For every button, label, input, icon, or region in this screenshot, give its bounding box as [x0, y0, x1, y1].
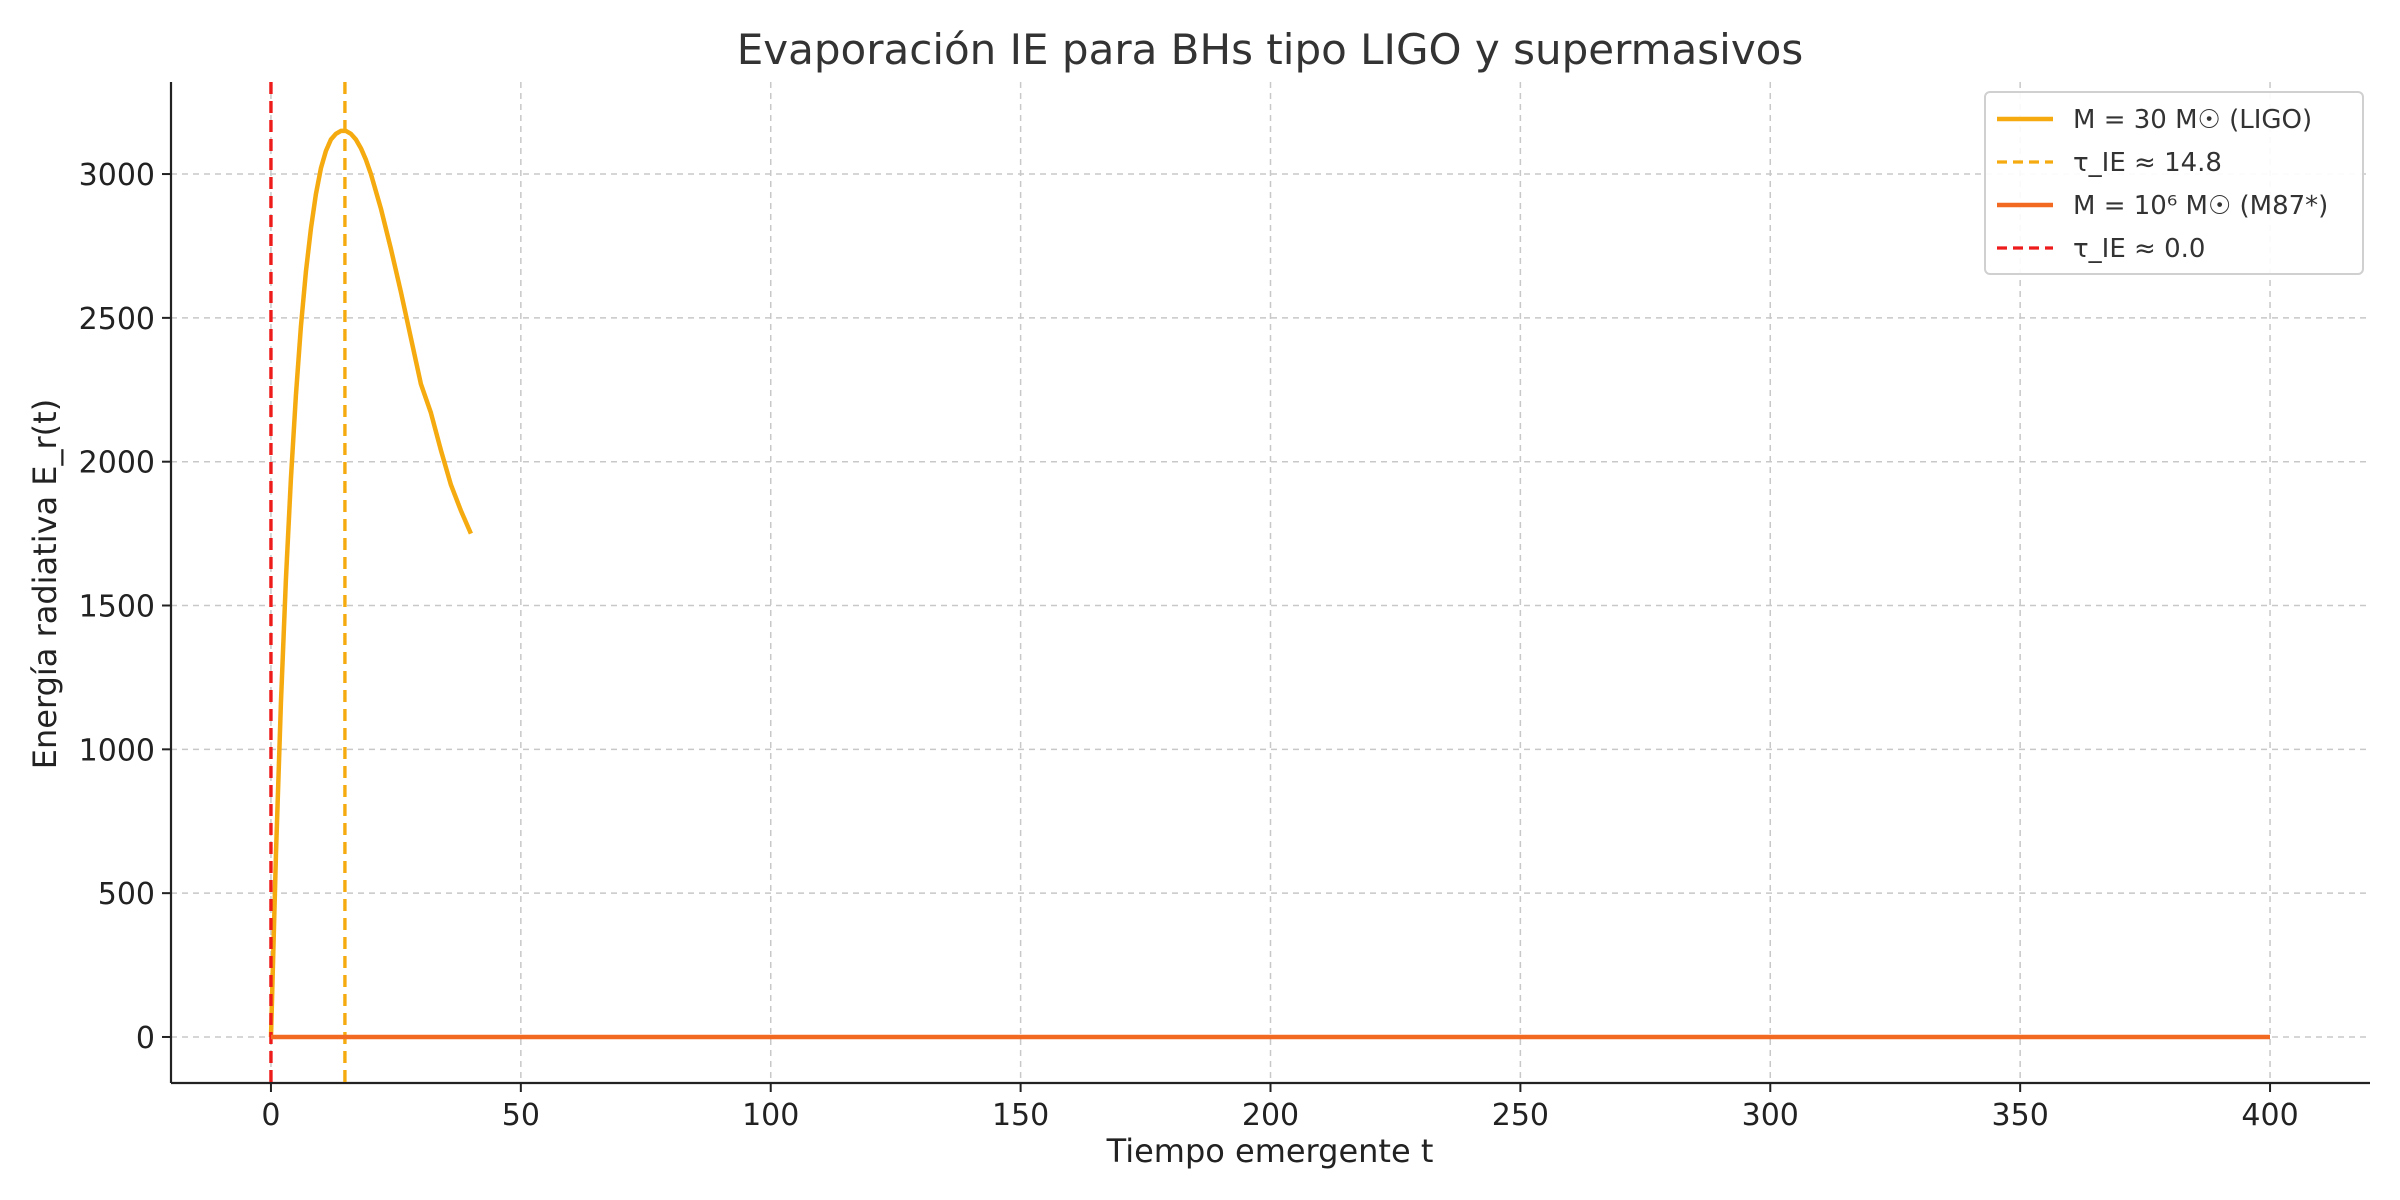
legend-label: M = 10⁶ M☉ (M87*) — [2073, 191, 2328, 221]
y-tick-label: 1000 — [79, 733, 155, 768]
y-tick-label: 2500 — [79, 302, 155, 337]
x-tick-label: 150 — [992, 1098, 1049, 1133]
chart-title: Evaporación IE para BHs tipo LIGO y supe… — [737, 25, 1804, 74]
x-tick-label: 200 — [1242, 1098, 1299, 1133]
x-tick-label: 250 — [1492, 1098, 1549, 1133]
y-ticks: 0 500 1000 1500 2000 2500 3000 — [79, 158, 171, 1056]
y-tick-label: 2000 — [79, 446, 155, 481]
legend: M = 30 M☉ (LIGO) τ_IE ≈ 14.8 M = 10⁶ M☉ (M… — [1984, 91, 2364, 275]
x-axis-label: Tiempo emergente t — [1106, 1132, 1434, 1170]
x-tick-label: 300 — [1742, 1098, 1799, 1133]
legend-label: M = 30 M☉ (LIGO) — [2073, 105, 2312, 135]
y-tick-label: 3000 — [79, 158, 155, 193]
y-axis-label: Energía radiativa E_r(t) — [26, 399, 64, 769]
y-tick-label: 0 — [136, 1021, 155, 1056]
x-tick-label: 0 — [261, 1098, 280, 1133]
y-tick-label: 500 — [98, 877, 155, 912]
x-tick-label: 50 — [502, 1098, 540, 1133]
x-tick-label: 350 — [1992, 1098, 2049, 1133]
legend-label: τ_IE ≈ 14.8 — [2073, 148, 2222, 178]
x-ticks: 0 50 100 150 200 250 300 350 400 — [261, 1083, 2299, 1133]
x-tick-label: 400 — [2241, 1098, 2298, 1133]
series-layer — [268, 82, 2270, 1083]
y-tick-label: 1500 — [79, 590, 155, 625]
series-0-line — [268, 128, 473, 1038]
legend-label: τ_IE ≈ 0.0 — [2073, 234, 2205, 264]
legend-box — [1984, 91, 2364, 275]
x-tick-label: 100 — [742, 1098, 799, 1133]
